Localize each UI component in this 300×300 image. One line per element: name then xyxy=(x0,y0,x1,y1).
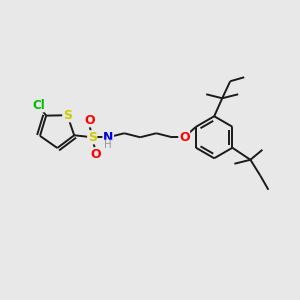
Text: S: S xyxy=(88,131,97,144)
Text: N: N xyxy=(103,131,113,144)
Text: O: O xyxy=(90,148,101,161)
Text: Cl: Cl xyxy=(32,99,45,112)
Text: S: S xyxy=(63,109,72,122)
Text: O: O xyxy=(84,114,94,127)
Text: H: H xyxy=(104,140,112,150)
Text: O: O xyxy=(179,131,190,144)
